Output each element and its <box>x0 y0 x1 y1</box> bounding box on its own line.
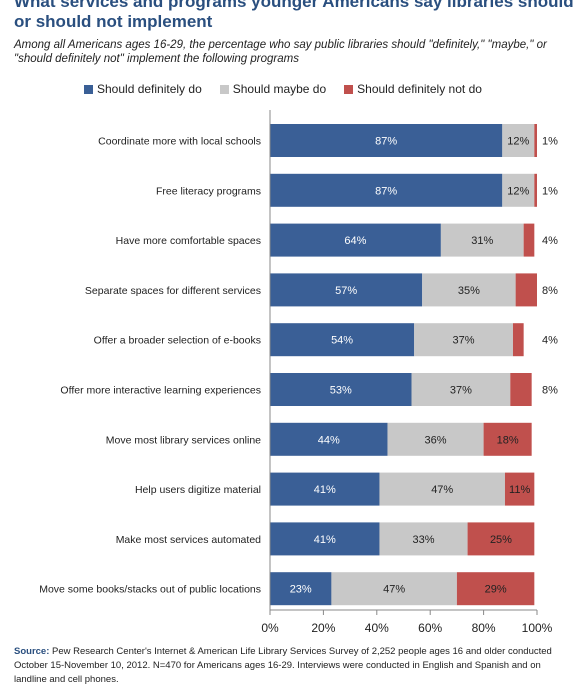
bar-segment <box>270 472 380 506</box>
source-label: Source: <box>14 646 50 657</box>
legend-label-definitely: Should definitely do <box>97 82 202 96</box>
legend-label-maybe: Should maybe do <box>232 82 327 96</box>
bar-segment <box>331 572 457 606</box>
legend-label-definitely-not: Should definitely not do <box>357 82 482 96</box>
category-label: Help users digitize material <box>135 484 261 496</box>
data-label: 31% <box>471 235 493 247</box>
category-label: Move most library services online <box>106 434 261 446</box>
legend-swatch-maybe <box>219 84 229 94</box>
bar-segment <box>270 572 332 606</box>
x-tick-label: 100% <box>522 621 553 635</box>
data-label: 87% <box>375 136 397 148</box>
bar-segment <box>387 422 484 456</box>
x-tick-label: 60% <box>418 621 442 635</box>
data-label: 57% <box>335 285 357 297</box>
bar-segment <box>456 572 535 606</box>
bar-segment <box>502 173 535 207</box>
bar-segment <box>440 223 524 257</box>
bar-segment <box>515 273 537 307</box>
bar-segment <box>270 124 503 157</box>
stacked-bar-chart: Coordinate more with local schools 87% 12%… <box>39 110 558 635</box>
legend-item-definitely: Should definitely do <box>84 82 202 96</box>
bar-segment <box>510 373 532 406</box>
data-label: 8% <box>542 385 558 397</box>
data-label: 53% <box>330 385 352 397</box>
source-note: Source: Pew Research Center's Internet &… <box>14 645 574 687</box>
bar-segment <box>411 373 511 406</box>
data-label: 12% <box>507 185 529 197</box>
x-tick-label: 0% <box>261 621 279 635</box>
category-label: Offer a broader selection of e-books <box>94 335 261 347</box>
bar-segment <box>534 173 537 207</box>
legend-swatch-definitely-not <box>344 84 354 94</box>
bar-segment <box>422 273 516 307</box>
data-label: 47% <box>431 484 453 496</box>
bar-segment <box>379 522 468 556</box>
category-label: Have more comfortable spaces <box>116 235 261 247</box>
data-label: 18% <box>497 434 519 446</box>
data-label: 44% <box>318 434 340 446</box>
data-label: 25% <box>490 534 512 546</box>
bar-segment <box>270 522 380 556</box>
data-label: 47% <box>383 584 405 596</box>
data-label: 41% <box>314 534 336 546</box>
data-label: 1% <box>542 136 558 148</box>
x-tick-label: 20% <box>311 621 335 635</box>
data-label: 33% <box>413 534 435 546</box>
bar-segment <box>270 173 503 207</box>
legend-swatch-definitely <box>84 84 93 94</box>
category-label: Free literacy programs <box>156 185 261 197</box>
x-tick-label: 40% <box>365 621 389 635</box>
bar-segment <box>523 223 535 257</box>
bar-segment <box>379 472 505 506</box>
legend-item-maybe: Should maybe do <box>219 82 327 96</box>
bar-segment <box>483 422 532 456</box>
data-label: 4% <box>542 235 558 247</box>
bar-segment <box>512 323 524 357</box>
bar-segment <box>270 273 423 307</box>
data-label: 37% <box>450 385 472 397</box>
data-label: 29% <box>485 584 507 596</box>
bar-segment <box>504 472 535 506</box>
data-label: 12% <box>507 136 529 148</box>
data-label: 54% <box>331 335 353 347</box>
data-label: 35% <box>458 285 480 297</box>
category-label: Coordinate more with local schools <box>98 136 261 148</box>
data-label: 64% <box>344 235 366 247</box>
chart-subtitle: Among all Americans ages 16-29, the perc… <box>14 39 547 65</box>
category-label: Separate spaces for different services <box>85 285 261 297</box>
data-label: 8% <box>542 285 558 297</box>
legend-item-definitely-not: Should definitely not do <box>344 82 482 96</box>
x-tick-label: 80% <box>472 621 496 635</box>
bar-segment <box>414 323 513 357</box>
data-label: 4% <box>542 335 558 347</box>
data-label: 41% <box>314 484 336 496</box>
bar-segment <box>467 522 535 556</box>
category-label: Offer more interactive learning experien… <box>60 385 261 397</box>
category-label: Move some books/stacks out of public loc… <box>39 584 261 596</box>
data-label: 36% <box>425 434 447 446</box>
bar-segment <box>270 373 412 406</box>
chart-title: What services and programs younger Ameri… <box>14 0 574 31</box>
source-text: Pew Research Center's Internet & America… <box>14 646 552 685</box>
data-label: 23% <box>290 584 312 596</box>
bar-segment <box>270 422 388 456</box>
legend: Should definitely do Should maybe do Sho… <box>84 82 500 96</box>
data-label: 87% <box>375 185 397 197</box>
bar-segment <box>502 124 535 157</box>
data-label: 11% <box>509 484 530 496</box>
bar-segment <box>270 323 415 357</box>
bar-segment <box>270 223 441 257</box>
data-label: 37% <box>453 335 475 347</box>
category-label: Make most services automated <box>116 534 261 546</box>
data-label: 1% <box>542 185 558 197</box>
bar-segment <box>534 124 537 157</box>
